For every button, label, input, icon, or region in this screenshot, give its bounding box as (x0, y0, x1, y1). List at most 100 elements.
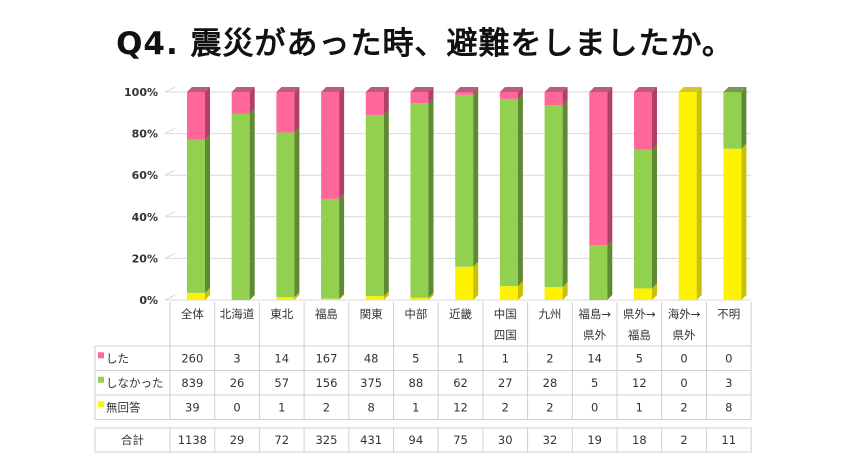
gridline-depth (164, 128, 176, 135)
category-label: 県外→ (623, 307, 656, 321)
category-label: 中国 (494, 307, 517, 321)
bar-segment-top (455, 87, 479, 92)
bar-segment-side (652, 144, 657, 289)
total-cell: 1138 (178, 433, 207, 447)
total-cell: 18 (632, 433, 647, 447)
bar-segment (365, 92, 384, 116)
legend-label: しなかった (106, 376, 164, 390)
table-cell: 0 (233, 400, 240, 414)
bar-segment-side (339, 193, 345, 299)
bar-segment-side (517, 93, 523, 287)
table-cell: 2 (502, 400, 509, 414)
table-cell: 1 (278, 400, 285, 414)
bar-segment-side (205, 87, 210, 140)
table-cell: 27 (498, 376, 513, 390)
gridline-depth (164, 294, 176, 301)
category-label: 東北 (270, 307, 293, 321)
total-cell: 325 (315, 433, 337, 447)
table-cell: 48 (364, 351, 379, 365)
total-cell: 11 (721, 433, 736, 447)
legend-label: 無回答 (106, 400, 141, 414)
bar-segment (276, 92, 295, 133)
bar-segment (589, 245, 608, 300)
legend-swatch (98, 401, 104, 408)
bar-segment-side (696, 87, 702, 300)
bar-segment-top (276, 87, 300, 92)
gridline-depth (164, 86, 176, 93)
bar-segment (276, 297, 295, 300)
category-label: 関東 (360, 307, 383, 321)
table-cell: 0 (680, 376, 687, 390)
bar-segment (723, 92, 742, 149)
bar-segment-side (383, 87, 389, 116)
bar-segment-side (607, 87, 613, 246)
total-cell: 19 (587, 433, 602, 447)
bar-segment (410, 297, 429, 300)
y-tick-label: 40% (132, 211, 158, 224)
table-cell: 26 (230, 376, 245, 390)
bar-segment (365, 296, 384, 300)
table-cell: 260 (181, 351, 203, 365)
bar-segment-side (562, 87, 568, 105)
table-cell: 1 (412, 400, 419, 414)
table-cell: 2 (546, 351, 553, 365)
table-cell: 1 (457, 351, 464, 365)
table-cell: 2 (323, 400, 330, 414)
bar-segment (321, 298, 340, 300)
bar-segment-side (339, 87, 345, 199)
bar-segment-top (678, 87, 702, 92)
bar-segment-side (428, 87, 434, 104)
bar-segment-side (383, 110, 389, 297)
bar-segment (365, 115, 384, 297)
bar-segment-side (428, 98, 434, 298)
table-cell: 5 (591, 376, 598, 390)
table-cell: 39 (185, 400, 200, 414)
bar-segment (589, 92, 608, 246)
category-label: 福島 (315, 307, 338, 321)
bar-segment (321, 92, 340, 199)
total-cell: 431 (360, 433, 382, 447)
bar-segment (634, 149, 652, 289)
bar-segment-top (723, 87, 747, 92)
table-cell: 8 (367, 400, 374, 414)
category-label: 不明 (717, 307, 740, 321)
category-label: 福島→ (578, 307, 611, 321)
bar-segment-side (383, 291, 389, 300)
category-label: 中部 (404, 307, 427, 321)
table-cell: 8 (725, 400, 732, 414)
bar-segment (634, 288, 652, 300)
table-cell: 12 (632, 376, 647, 390)
bar-segment-side (205, 287, 210, 300)
total-label: 合計 (121, 433, 144, 447)
bar-segment (544, 287, 563, 300)
table-cell: 3 (725, 376, 732, 390)
bar-segment-top (187, 87, 210, 92)
gridline-depth (164, 252, 176, 259)
bar-segment-side (473, 87, 479, 95)
bar-segment-top (365, 87, 389, 92)
bar-segment-side (249, 108, 255, 300)
bar-segment-side (473, 89, 479, 267)
category-label: 九州 (538, 307, 561, 321)
bar-segment-top (231, 87, 255, 92)
bar-segment (410, 103, 429, 298)
bar-segment-side (339, 293, 345, 300)
bar-segment (634, 92, 652, 150)
category-label: 県外 (583, 328, 606, 342)
gridline-depth (164, 211, 176, 218)
table-cell: 5 (636, 351, 643, 365)
y-tick-label: 20% (132, 252, 158, 265)
table-cell: 167 (315, 351, 337, 365)
table-cell: 156 (315, 376, 337, 390)
table-cell: 0 (591, 400, 598, 414)
table-cell: 2 (680, 400, 687, 414)
legend-swatch (98, 352, 104, 359)
table-cell: 0 (680, 351, 687, 365)
bar-segment (499, 286, 518, 300)
bar-segment-side (562, 282, 568, 300)
y-tick-label: 80% (132, 128, 158, 141)
table-cell: 839 (181, 376, 203, 390)
table-cell: 12 (453, 400, 468, 414)
table-cell: 28 (543, 376, 558, 390)
